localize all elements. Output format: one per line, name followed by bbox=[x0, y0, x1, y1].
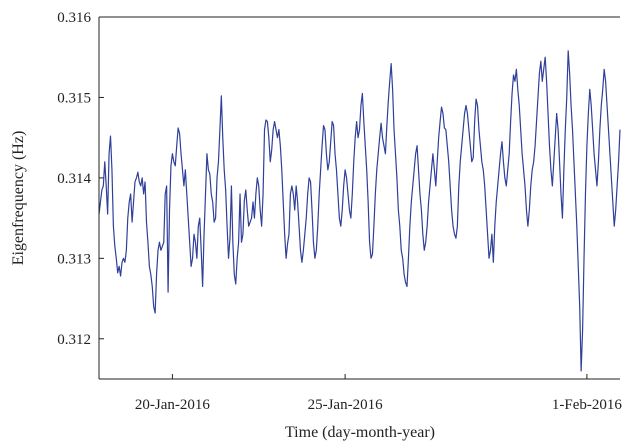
x-axis-label: Time (day-month-year) bbox=[285, 424, 435, 441]
x-tick-label: 25-Jan-2016 bbox=[308, 397, 383, 413]
y-tick-label: 0.315 bbox=[57, 90, 91, 106]
series-line bbox=[98, 50, 621, 372]
y-tick-label: 0.312 bbox=[57, 332, 91, 348]
plot-area bbox=[99, 17, 620, 379]
y-axis-label: Eigenfrequency (Hz) bbox=[10, 131, 27, 266]
y-axis-ticks: 0.312 0.313 0.314 0.315 0.316 bbox=[57, 10, 104, 348]
y-tick-label: 0.313 bbox=[57, 251, 91, 267]
y-tick-label: 0.314 bbox=[57, 171, 91, 187]
x-tick-label: 1-Feb-2016 bbox=[552, 397, 622, 413]
x-tick-label: 20-Jan-2016 bbox=[135, 397, 210, 413]
y-tick-label: 0.316 bbox=[57, 10, 91, 26]
x-axis-ticks: 20-Jan-2016 25-Jan-2016 1-Feb-2016 bbox=[135, 374, 622, 413]
